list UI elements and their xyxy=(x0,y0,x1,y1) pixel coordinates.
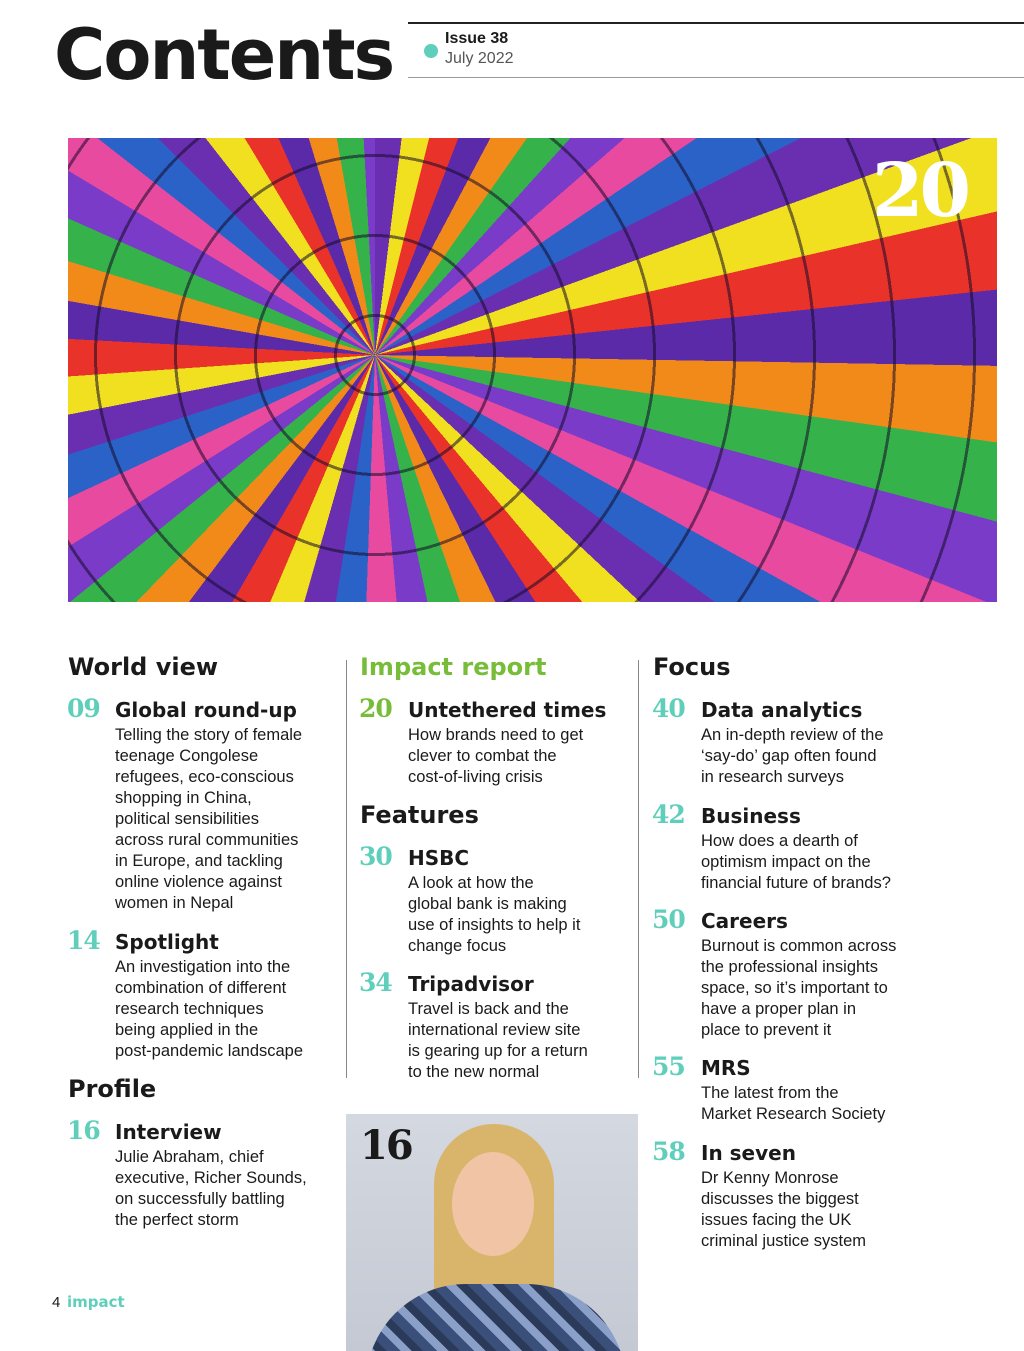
portrait-page-number: 16 xyxy=(360,1122,414,1169)
entry-description: Burnout is common across the professiona… xyxy=(701,937,897,1039)
entry-title[interactable]: Careers xyxy=(701,909,788,933)
entry-description: An investigation into the combination of… xyxy=(115,958,304,1060)
divider xyxy=(408,77,1024,78)
entry-title[interactable]: Data analytics xyxy=(701,698,863,722)
portrait-face xyxy=(452,1152,534,1256)
entry-description: Travel is back and the international rev… xyxy=(408,1000,588,1081)
column-divider xyxy=(346,660,347,1078)
brand-logo: impact xyxy=(67,1293,125,1311)
entry-page-number: 55 xyxy=(652,1052,686,1081)
entry-description: Dr Kenny Monrose discusses the biggest i… xyxy=(701,1169,867,1250)
section-heading-features: Features xyxy=(360,801,479,829)
section-heading-focus: Focus xyxy=(653,653,731,681)
entry-page-number: 30 xyxy=(359,842,393,871)
entry-title[interactable]: Spotlight xyxy=(115,930,219,954)
page-title: Contents xyxy=(54,14,395,96)
entry-page-number: 09 xyxy=(67,694,101,723)
entry-title[interactable]: Interview xyxy=(115,1120,222,1144)
entry-description: An in-depth review of the ‘say-do’ gap o… xyxy=(701,726,884,786)
entry-title[interactable]: Untethered times xyxy=(408,698,607,722)
entry-title[interactable]: MRS xyxy=(701,1056,751,1080)
portrait-clothing xyxy=(366,1284,626,1351)
entry-description: How does a dearth of optimism impact on … xyxy=(701,832,891,892)
entry-page-number: 50 xyxy=(652,905,686,934)
divider xyxy=(408,22,1024,24)
section-heading-world-view: World view xyxy=(68,653,219,681)
entry-page-number: 14 xyxy=(67,926,101,955)
entry-page-number: 16 xyxy=(67,1116,101,1145)
section-heading-profile: Profile xyxy=(68,1075,157,1103)
entry-page-number: 34 xyxy=(359,968,393,997)
entry-page-number: 42 xyxy=(652,800,686,829)
entry-title[interactable]: Business xyxy=(701,804,801,828)
entry-description: How brands need to get clever to combat … xyxy=(408,726,584,786)
issue-date: July 2022 xyxy=(445,50,514,67)
entry-description: A look at how the global bank is making … xyxy=(408,874,581,955)
entry-description: Julie Abraham, chief executive, Richer S… xyxy=(115,1148,307,1229)
portrait-photo[interactable]: 16 xyxy=(346,1114,638,1351)
column-divider xyxy=(638,660,639,1078)
section-heading-impact-report: Impact report xyxy=(360,653,547,681)
dot-icon xyxy=(424,44,438,58)
entry-description: The latest from the Market Research Soci… xyxy=(701,1084,886,1123)
entry-title[interactable]: In seven xyxy=(701,1141,796,1165)
entry-title[interactable]: Global round-up xyxy=(115,698,297,722)
hero-image-balloon[interactable]: 20 xyxy=(68,138,997,602)
entry-title[interactable]: Tripadvisor xyxy=(408,972,534,996)
entry-page-number: 58 xyxy=(652,1137,686,1166)
entry-title[interactable]: HSBC xyxy=(408,846,470,870)
entry-page-number: 40 xyxy=(652,694,686,723)
entry-page-number: 20 xyxy=(359,694,393,723)
page-number: 4 xyxy=(52,1294,61,1311)
issue-number: Issue 38 xyxy=(445,30,509,47)
entry-description: Telling the story of female teenage Cong… xyxy=(115,726,303,912)
hero-page-number: 20 xyxy=(872,148,971,234)
